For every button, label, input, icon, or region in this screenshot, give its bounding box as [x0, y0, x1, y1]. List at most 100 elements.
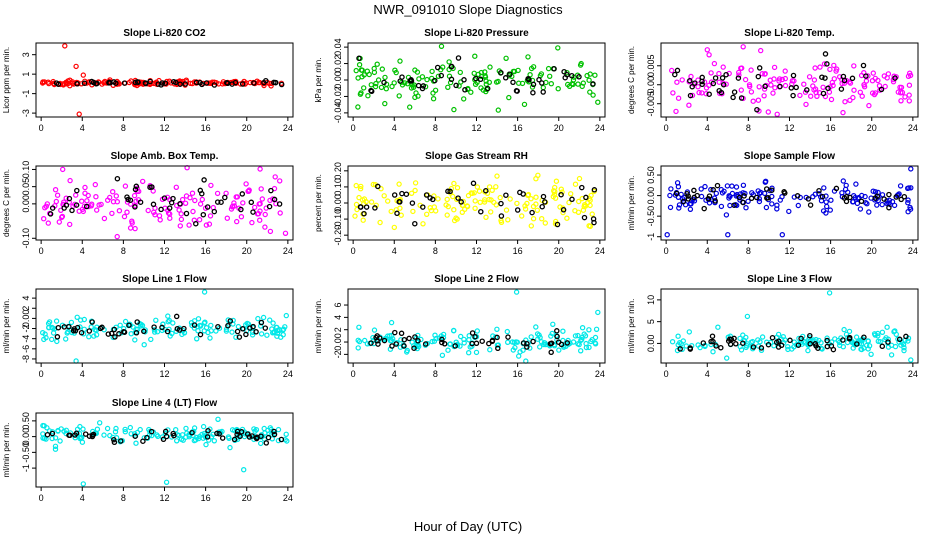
- reference-point: [750, 344, 757, 350]
- data-point: [258, 331, 265, 337]
- data-point: [803, 101, 809, 108]
- data-point: [749, 190, 755, 196]
- y-tick-label: -1: [21, 90, 31, 98]
- reference-point: [530, 338, 536, 345]
- data-point: [695, 342, 701, 348]
- reference-point: [89, 432, 96, 438]
- reference-point: [787, 337, 793, 344]
- data-point: [750, 98, 756, 104]
- data-point: [385, 198, 391, 204]
- data-point: [771, 76, 777, 82]
- data-point: [435, 196, 441, 202]
- data-point: [906, 98, 913, 104]
- data-point: [528, 223, 535, 229]
- x-tick-label: 16: [826, 369, 836, 379]
- reference-point: [691, 194, 697, 201]
- reference-point: [833, 185, 840, 192]
- data-point: [847, 97, 853, 104]
- data-point: [371, 327, 378, 333]
- data-points: [353, 43, 601, 113]
- data-point: [231, 427, 238, 434]
- reference-point: [69, 207, 75, 214]
- data-point: [246, 188, 252, 194]
- data-point: [104, 425, 111, 432]
- reference-point: [469, 330, 476, 336]
- y-tick-label: 0.00: [333, 194, 343, 212]
- x-tick-label: 16: [201, 493, 211, 503]
- reference-point: [564, 340, 571, 346]
- data-point: [673, 108, 679, 115]
- reference-point: [173, 79, 179, 86]
- reference-point: [150, 201, 157, 208]
- data-point: [170, 320, 176, 326]
- data-point: [584, 72, 590, 79]
- reference-point: [234, 428, 241, 435]
- data-point: [505, 339, 511, 345]
- reference-point: [49, 205, 56, 211]
- data-point: [478, 73, 485, 80]
- data-point: [251, 204, 258, 211]
- data-point: [675, 333, 681, 339]
- data-point: [52, 435, 59, 441]
- x-tick-label: 16: [201, 123, 211, 133]
- data-point: [454, 184, 461, 191]
- y-axis-label: degrees C per min.: [627, 46, 636, 114]
- data-point: [169, 330, 175, 337]
- reference-point: [762, 83, 768, 90]
- reference-point: [536, 76, 542, 83]
- outlier-point: [163, 479, 170, 485]
- y-tick-label: -0.20: [333, 225, 343, 246]
- data-point: [510, 347, 516, 353]
- data-point: [738, 87, 745, 93]
- reference-point: [78, 329, 85, 336]
- y-tick-label: 0.00: [646, 187, 656, 205]
- data-point: [49, 336, 55, 343]
- data-point: [166, 317, 172, 324]
- reference-point: [249, 433, 255, 439]
- reference-point: [381, 337, 388, 344]
- data-points: [40, 416, 290, 487]
- x-tick-label: 16: [513, 369, 523, 379]
- data-point: [861, 83, 868, 90]
- data-point: [497, 194, 503, 201]
- data-point: [176, 207, 182, 213]
- reference-point: [569, 72, 575, 79]
- data-point: [397, 205, 403, 211]
- reference-point: [700, 340, 707, 346]
- data-point: [59, 213, 66, 220]
- reference-point: [788, 85, 795, 91]
- data-point: [397, 58, 403, 64]
- data-point: [471, 190, 477, 196]
- data-point: [189, 190, 196, 196]
- data-point: [879, 329, 886, 335]
- data-point: [758, 347, 765, 353]
- data-point: [195, 435, 202, 442]
- data-point: [462, 206, 468, 212]
- reference-point: [753, 194, 760, 201]
- x-tick-label: 8: [121, 123, 126, 133]
- data-point: [576, 175, 583, 182]
- data-point: [451, 327, 457, 334]
- y-tick-label: -0.04: [333, 103, 343, 124]
- outlier-point: [513, 289, 520, 295]
- reference-point: [271, 431, 278, 438]
- x-tick-label: 20: [867, 246, 877, 256]
- reference-point: [214, 199, 221, 205]
- data-point: [223, 328, 230, 334]
- reference-point: [177, 81, 183, 87]
- data-point: [759, 334, 766, 340]
- data-point: [510, 68, 517, 75]
- data-point: [745, 198, 751, 204]
- x-tick-label: 0: [351, 369, 356, 379]
- reference-point: [539, 203, 545, 210]
- reference-point: [731, 335, 737, 342]
- data-point: [53, 318, 60, 324]
- data-point: [522, 206, 529, 212]
- data-point: [748, 89, 755, 95]
- data-point: [412, 67, 418, 73]
- data-point: [193, 336, 200, 342]
- outlier-point: [215, 416, 221, 422]
- data-point: [557, 204, 563, 210]
- reference-point: [530, 89, 536, 96]
- data-point: [589, 337, 595, 343]
